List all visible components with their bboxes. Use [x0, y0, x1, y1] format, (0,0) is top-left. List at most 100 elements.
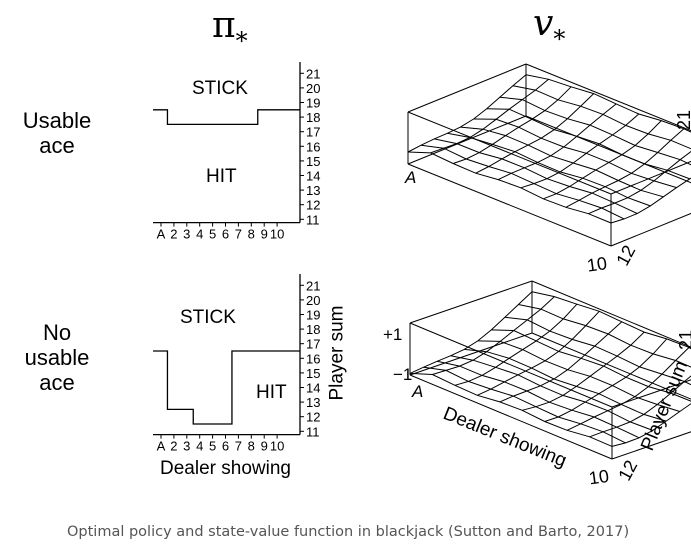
usable-a-label: A: [404, 168, 416, 187]
usable-surface-box-edge: [610, 212, 691, 247]
usable-ytick-label: 15: [306, 154, 320, 169]
no-usable-surface-mesh-line: [464, 348, 667, 422]
policy-header: π*: [212, 5, 248, 56]
no-usable-surface-mesh-line: [454, 303, 578, 386]
usable-twelve-label: 12: [612, 242, 639, 269]
stick-label-top: STICK: [192, 78, 248, 99]
usable-ytick-label: 18: [306, 110, 320, 125]
usable-ytick-label: 21: [306, 66, 320, 81]
hit-label-top: HIT: [206, 166, 237, 187]
no-usable-ytick-label: 18: [306, 322, 320, 337]
no-usable-ytick-label: 15: [306, 366, 320, 381]
no-usable-surface-mesh-line: [436, 360, 640, 439]
no-usable-surface-mesh-line: [432, 296, 555, 375]
usable-xtick-label: 9: [261, 227, 268, 242]
figure-caption: Optimal policy and state-value function …: [67, 524, 630, 540]
no-usable-surface-mesh-line: [450, 355, 653, 431]
no-usable-ten-label: 10: [588, 466, 611, 489]
usable-xtick-label: 6: [222, 227, 229, 242]
usable-surface-mesh-line: [525, 74, 691, 133]
no-usable-21-label: 21: [676, 330, 691, 350]
no-usable-ytick-label: 11: [306, 424, 320, 439]
no-usable-surface-mesh-line: [499, 321, 623, 403]
no-usable-ytick-label: 16: [306, 351, 320, 366]
no-usable-xtick-label: 2: [170, 439, 177, 454]
no-usable-surface-mesh-line: [409, 372, 613, 447]
no-usable-xtick-label: 3: [183, 439, 190, 454]
usable-surface-mesh-line: [520, 113, 640, 189]
usable-ytick-label: 13: [306, 183, 320, 198]
no-usable-ytick-label: 12: [306, 410, 320, 425]
policy-xlabel: Dealer showing: [160, 458, 291, 479]
usable-surface-box-edge: [407, 63, 527, 113]
no-usable-ytick-label: 21: [306, 278, 320, 293]
usable-ytick-label: 17: [306, 125, 320, 140]
no-usable-surface-mesh-line: [477, 340, 680, 412]
no-usable-surface-box-edge: [409, 332, 533, 376]
no-usable-surface-mesh-line: [477, 310, 600, 396]
usable-surface-mesh-line: [407, 74, 527, 153]
usable-21-label: 21: [674, 110, 691, 130]
usable-ytick-label: 16: [306, 139, 320, 154]
no-usable-xtick-label: 7: [235, 439, 242, 454]
no-usable-a-label: A: [411, 382, 423, 401]
usable-xtick-label: 7: [235, 227, 242, 242]
usable-xtick-label: A: [157, 227, 166, 242]
no-usable-surface-box-edge: [611, 431, 691, 460]
no-usable-surface-mesh-line: [504, 316, 691, 386]
usable-policy-boundary: [153, 109, 300, 126]
usable-ace-label: Usable ace: [22, 108, 92, 158]
usable-xtick-label: 8: [248, 227, 255, 242]
usable-surface-box-edge: [407, 163, 612, 247]
usable-ytick-label: 14: [306, 169, 320, 184]
minus-one-label: −1: [393, 365, 412, 384]
usable-surface-mesh-line: [473, 118, 677, 189]
usable-surface-mesh-line: [407, 151, 612, 224]
no-usable-xtick-label: A: [157, 439, 166, 454]
no-usable-xtick-label: 4: [196, 439, 203, 454]
usable-surface-mesh-line: [486, 108, 690, 180]
no-usable-surface-mesh-line: [518, 304, 691, 368]
usable-surface-box-edge: [407, 115, 527, 165]
usable-ytick-label: 19: [306, 96, 320, 111]
usable-surface-mesh-line: [497, 103, 617, 181]
no-usable-surface-box-edge: [611, 379, 691, 408]
usable-xtick-label: 10: [270, 227, 284, 242]
usable-ytick-label: 11: [306, 212, 320, 227]
no-usable-surface-box-edge: [409, 374, 613, 460]
no-usable-ytick-label: 19: [306, 308, 320, 323]
usable-surface-mesh-line: [588, 150, 691, 215]
usable-surface-mesh-line: [421, 144, 625, 220]
no-usable-ytick-label: 20: [306, 293, 320, 308]
usable-ten-label: 10: [586, 253, 609, 276]
no-usable-surface-mesh-line: [566, 347, 690, 431]
no-usable-ace-label: No usable ace: [24, 320, 90, 395]
no-usable-xtick-label: 9: [261, 439, 268, 454]
usable-surface-mesh-line: [543, 120, 662, 200]
no-usable-surface-mesh-line: [522, 331, 645, 411]
usable-surface-mesh-line: [565, 128, 685, 208]
usable-surface-mesh-line: [434, 138, 638, 214]
no-usable-xtick-label: 5: [209, 439, 216, 454]
no-usable-surface-box-edge: [409, 322, 613, 408]
usable-xtick-label: 4: [196, 227, 203, 242]
hit-label-bottom: HIT: [256, 382, 287, 403]
usable-surface-mesh-line: [460, 126, 664, 198]
usable-xtick-label: 5: [209, 227, 216, 242]
usable-surface-box-edge: [525, 63, 691, 132]
usable-ytick-label: 12: [306, 198, 320, 213]
no-usable-ytick-label: 17: [306, 337, 320, 352]
usable-surface-mesh-line: [452, 86, 572, 164]
usable-surface-box-edge: [610, 160, 691, 195]
no-usable-xtick-label: 8: [248, 439, 255, 454]
usable-ytick-label: 20: [306, 81, 320, 96]
no-usable-surface-mesh-line: [491, 329, 691, 402]
usable-surface-mesh-line: [430, 78, 549, 154]
plus-one-label: +1: [383, 325, 402, 344]
usable-surface-mesh-line: [475, 93, 595, 174]
no-usable-ytick-label: 13: [306, 395, 320, 410]
no-usable-surface-mesh-line: [531, 291, 691, 349]
usable-surface-mesh-line: [499, 96, 691, 166]
usable-xtick-label: 2: [170, 227, 177, 242]
